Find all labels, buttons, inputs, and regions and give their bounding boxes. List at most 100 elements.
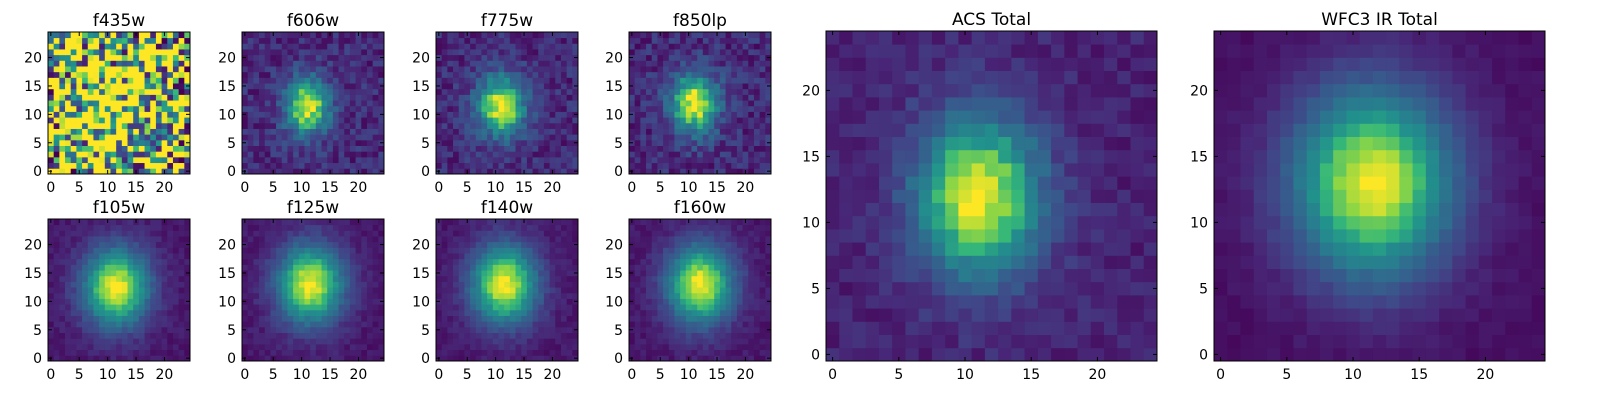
heatmap-cell [481, 32, 488, 39]
heatmap-cell [99, 111, 106, 118]
heatmap-cell [509, 122, 516, 129]
heatmap-cell [167, 338, 174, 345]
heatmap-cell [155, 111, 162, 118]
heatmap-cell [668, 338, 675, 345]
heatmap-cell [646, 83, 653, 90]
heatmap-cell [725, 94, 732, 101]
heatmap-cell [172, 236, 180, 243]
heatmap-cell [315, 304, 322, 311]
heatmap-cell [298, 326, 305, 333]
heatmap-cell [133, 151, 140, 158]
heatmap-cell [629, 66, 636, 73]
heatmap-cell [315, 139, 322, 146]
heatmap-cell [321, 264, 328, 271]
heatmap-cell [161, 77, 168, 84]
heatmap-cell [538, 122, 545, 129]
heatmap-cell [685, 298, 692, 305]
heatmap-cell [82, 292, 89, 299]
heatmap-cell [566, 304, 573, 311]
y-tick-label: 5 [33, 323, 42, 339]
heatmap-cell [99, 287, 106, 294]
heatmap-cell [161, 105, 168, 112]
heatmap-cell [349, 349, 356, 356]
heatmap-cell [543, 128, 550, 135]
heatmap-cell [276, 37, 283, 44]
heatmap-cell [48, 224, 55, 231]
heatmap-cell [549, 236, 556, 243]
heatmap-cell [378, 88, 385, 95]
heatmap-cell [685, 315, 692, 322]
heatmap-cell [287, 94, 294, 101]
heatmap-cell [378, 236, 385, 243]
heatmap-cell [327, 281, 334, 288]
heatmap-cell [697, 139, 704, 146]
heatmap-cell [65, 287, 72, 294]
heatmap-cell [765, 287, 772, 294]
heatmap-cell [736, 111, 743, 118]
heatmap-cell [99, 304, 106, 311]
heatmap-cell [276, 66, 283, 73]
heatmap-cell [526, 88, 533, 95]
heatmap-cell [651, 321, 658, 328]
heatmap-cell [372, 151, 379, 158]
heatmap-cell [680, 156, 687, 164]
heatmap-cell [59, 287, 66, 294]
heatmap-cell [543, 315, 550, 322]
heatmap-cell [172, 66, 180, 73]
heatmap-cell [509, 145, 516, 152]
heatmap-cell [731, 134, 738, 141]
heatmap-cell [127, 281, 134, 288]
heatmap-cell [264, 37, 271, 44]
heatmap-cell [332, 264, 339, 271]
heatmap-cell [167, 49, 174, 56]
heatmap-cell [453, 270, 460, 277]
heatmap-cell [104, 224, 111, 231]
heatmap-cell [714, 309, 721, 316]
heatmap-cell [99, 71, 106, 78]
heatmap-cell [736, 71, 743, 78]
heatmap-cell [697, 66, 704, 73]
heatmap-cell [184, 134, 191, 141]
heatmap-cell [487, 332, 494, 339]
heatmap-cell [327, 88, 334, 95]
heatmap-cell [48, 66, 55, 73]
heatmap-cell [691, 168, 698, 175]
heatmap-cell [475, 111, 482, 118]
heatmap-cell [742, 287, 749, 294]
heatmap-cell [298, 100, 305, 107]
heatmap-cell [338, 270, 345, 277]
heatmap-cell [640, 321, 647, 328]
heatmap-cell [332, 139, 339, 146]
heatmap-cell [481, 83, 488, 90]
heatmap-cell [447, 355, 454, 362]
heatmap-cell [82, 117, 89, 124]
heatmap-cell [70, 304, 77, 311]
heatmap-cell [161, 292, 168, 299]
heatmap-cell [349, 32, 356, 39]
heatmap-cell [736, 100, 743, 107]
heatmap-cell [121, 315, 128, 322]
heatmap-cell [355, 224, 362, 231]
heatmap-cell [167, 247, 174, 254]
heatmap-cell [572, 77, 579, 84]
heatmap-cell [372, 275, 379, 282]
heatmap-cell [161, 270, 168, 277]
heatmap-cell [242, 287, 249, 294]
heatmap-cell [646, 151, 653, 158]
heatmap-cell [315, 37, 322, 44]
heatmap-cell [538, 134, 545, 141]
heatmap-cell [441, 54, 448, 61]
heatmap-cell [708, 287, 715, 294]
y-tick-label: 5 [227, 136, 236, 152]
heatmap-cell [321, 332, 328, 339]
heatmap-cell [344, 88, 351, 95]
heatmap-cell [481, 338, 488, 345]
heatmap-cell [87, 94, 94, 101]
heatmap-cell [82, 60, 89, 67]
heatmap-cell [65, 258, 72, 265]
heatmap-cell [378, 66, 385, 73]
heatmap-cell [287, 287, 294, 294]
heatmap-cell [651, 275, 658, 282]
heatmap-cell [315, 332, 322, 339]
heatmap-cell [355, 264, 362, 271]
